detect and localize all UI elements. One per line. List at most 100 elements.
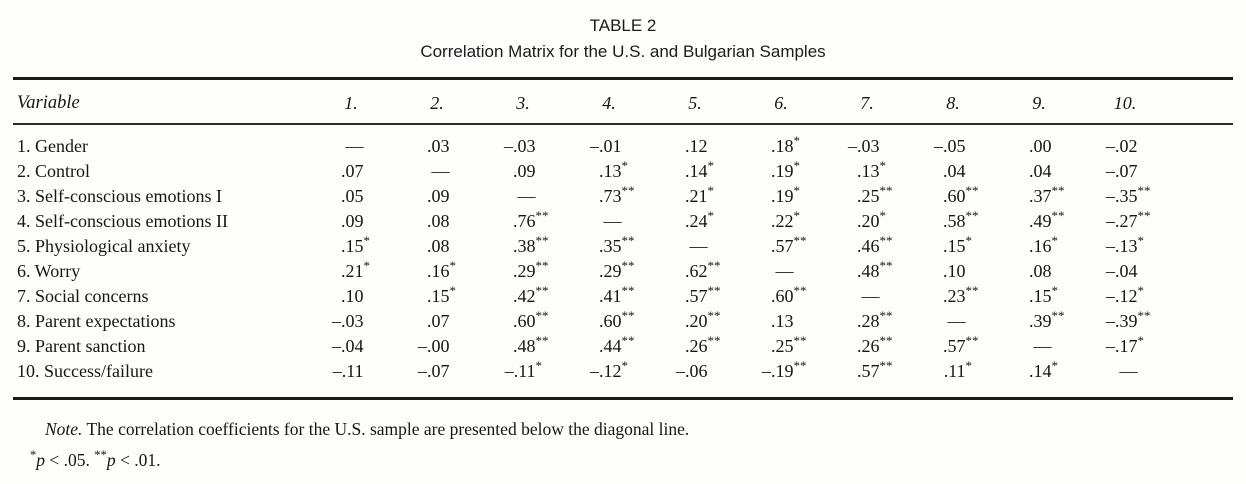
correlation-cell: –.11* [504,358,543,381]
correlation-cell: — [689,236,708,256]
correlation-cell: –.39** [1106,308,1151,331]
correlation-cell: .20** [685,308,721,331]
row-filler [1168,359,1233,399]
correlation-cell: .07 [341,161,364,181]
correlation-cell: .26** [857,333,893,356]
row-filler [1168,309,1233,334]
correlation-cell: .14* [1029,358,1059,381]
row-label: 9. Parent sanction [17,336,146,356]
table-caption: Correlation Matrix for the U.S. and Bulg… [420,42,826,61]
correlation-cell: .09 [513,161,536,181]
correlation-cell: –.07 [1106,161,1138,181]
table-row: 6. Worry .21* .16* .29** .29** .62** — .48** .10… [13,259,1233,284]
correlation-cell: .38** [513,233,549,256]
correlation-cell: .20* [857,208,887,231]
correlation-cell: .57** [943,333,979,356]
table-row: 7. Social concerns .10 .15* .42** .41** .57**… [13,284,1233,309]
correlation-cell: — [345,136,364,156]
correlation-cell: .11* [943,358,973,381]
row-filler [1168,259,1233,284]
significance-line: *p < .05. **p < .01. [13,442,1233,473]
row-label: 10. Success/failure [17,361,153,381]
correlation-cell: –.13* [1106,233,1145,256]
sig-01: **p < .01. [94,448,161,470]
table-row: 8. Parent expectations –.03 .07 .60** .60**.… [13,309,1233,334]
correlation-cell: –.19** [762,358,807,381]
correlation-cell: .03 [427,136,450,156]
correlation-cell: .60** [599,308,635,331]
correlation-cell: .14* [685,158,715,181]
header-col-6: 6. [774,93,788,113]
correlation-cell: .57** [685,283,721,306]
header-col-1: 1. [344,93,358,113]
table-header: Variable 1. 2. 3. 4. 5. 6. 7. 8. 9. 10. [13,78,1233,124]
correlation-cell: .05 [341,186,364,206]
correlation-cell: — [947,311,966,331]
table-number: TABLE 2 [589,16,657,35]
row-filler [1168,159,1233,184]
row-filler [1168,184,1233,209]
row-filler [1168,209,1233,234]
header-col-8: 8. [946,93,960,113]
correlation-cell: –.07 [418,361,450,381]
correlation-cell: –.04 [332,336,364,356]
row-filler [1168,234,1233,259]
correlation-cell: –.05 [934,136,966,156]
correlation-cell: .41** [599,283,635,306]
correlation-cell: .16* [427,258,457,281]
table-row: 1. Gender — .03 –.03 –.01 .12 .18* –.03 –.05 .00 –… [13,124,1233,159]
correlation-cell: .28** [857,308,893,331]
correlation-cell: .25** [771,333,807,356]
note-line: Note. The correlation coefficients for t… [13,416,1233,442]
correlation-cell: — [1119,361,1138,381]
correlation-cell: .21* [685,183,715,206]
row-label: 3. Self-conscious emotions I [17,186,222,206]
correlation-cell: .76** [513,208,549,231]
correlation-cell: .25** [857,183,893,206]
note-label: Note. [45,419,83,439]
correlation-cell: — [775,261,794,281]
correlation-cell: .19* [771,183,801,206]
row-label: 2. Control [17,161,91,181]
correlation-cell: .23** [943,283,979,306]
header-col-9: 9. [1032,93,1046,113]
sig-01-stars: ** [94,448,107,462]
correlation-cell: .15* [341,233,371,256]
row-label: 8. Parent expectations [17,311,176,331]
header-row: Variable 1. 2. 3. 4. 5. 6. 7. 8. 9. 10. [13,78,1233,124]
correlation-cell: .13* [599,158,629,181]
row-filler [1168,284,1233,309]
correlation-cell: .07 [427,311,450,331]
sig-05-text: < .05. [45,449,95,470]
correlation-cell: .44** [599,333,635,356]
table-row: 5. Physiological anxiety .15* .08 .38** .35*… [13,234,1233,259]
correlation-cell: .12 [685,136,708,156]
correlation-cell: .19* [771,158,801,181]
correlation-cell: .15* [427,283,457,306]
correlation-cell: –.01 [590,136,622,156]
correlation-cell: .08 [1029,261,1052,281]
correlation-cell: .10 [341,286,364,306]
correlation-cell: .08 [427,211,450,231]
correlation-cell: –.03 [504,136,536,156]
correlation-cell: — [517,186,536,206]
correlation-cell: .00 [1029,136,1052,156]
header-col-7: 7. [860,93,874,113]
row-filler [1168,334,1233,359]
correlation-cell: .13 [771,311,794,331]
correlation-cell: –.00 [418,336,450,356]
table-row: 9. Parent sanction –.04 –.00 .48** .44** .26*… [13,334,1233,359]
correlation-cell: .22* [771,208,801,231]
sig-01-text: < .01. [115,449,161,470]
row-label: 6. Worry [17,261,81,281]
correlation-cell: –.11 [332,361,364,381]
correlation-cell: .13* [857,158,887,181]
correlation-cell: .09 [341,211,364,231]
correlation-cell: .04 [943,161,966,181]
header-variable: Variable [17,93,80,113]
correlation-cell: .57** [771,233,807,256]
sig-01-symbol: p [106,449,116,470]
correlation-cell: .21* [341,258,371,281]
correlation-cell: .18* [771,133,801,156]
